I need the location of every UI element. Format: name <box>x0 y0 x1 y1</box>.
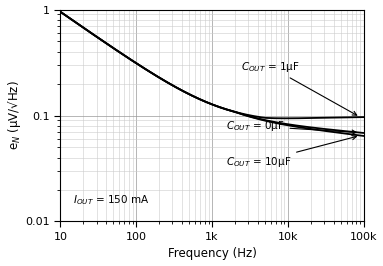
Text: $C_{OUT}$ = 1µF: $C_{OUT}$ = 1µF <box>241 60 357 115</box>
Text: $C_{OUT}$ = 0µF: $C_{OUT}$ = 0µF <box>226 119 356 134</box>
X-axis label: Frequency (Hz): Frequency (Hz) <box>168 247 257 260</box>
Text: $C_{OUT}$ = 10µF: $C_{OUT}$ = 10µF <box>226 136 356 169</box>
Text: $I_{OUT}$ = 150 mA: $I_{OUT}$ = 150 mA <box>72 193 149 207</box>
Y-axis label: e$_N$ (μV/√Hz): e$_N$ (μV/√Hz) <box>6 81 23 150</box>
